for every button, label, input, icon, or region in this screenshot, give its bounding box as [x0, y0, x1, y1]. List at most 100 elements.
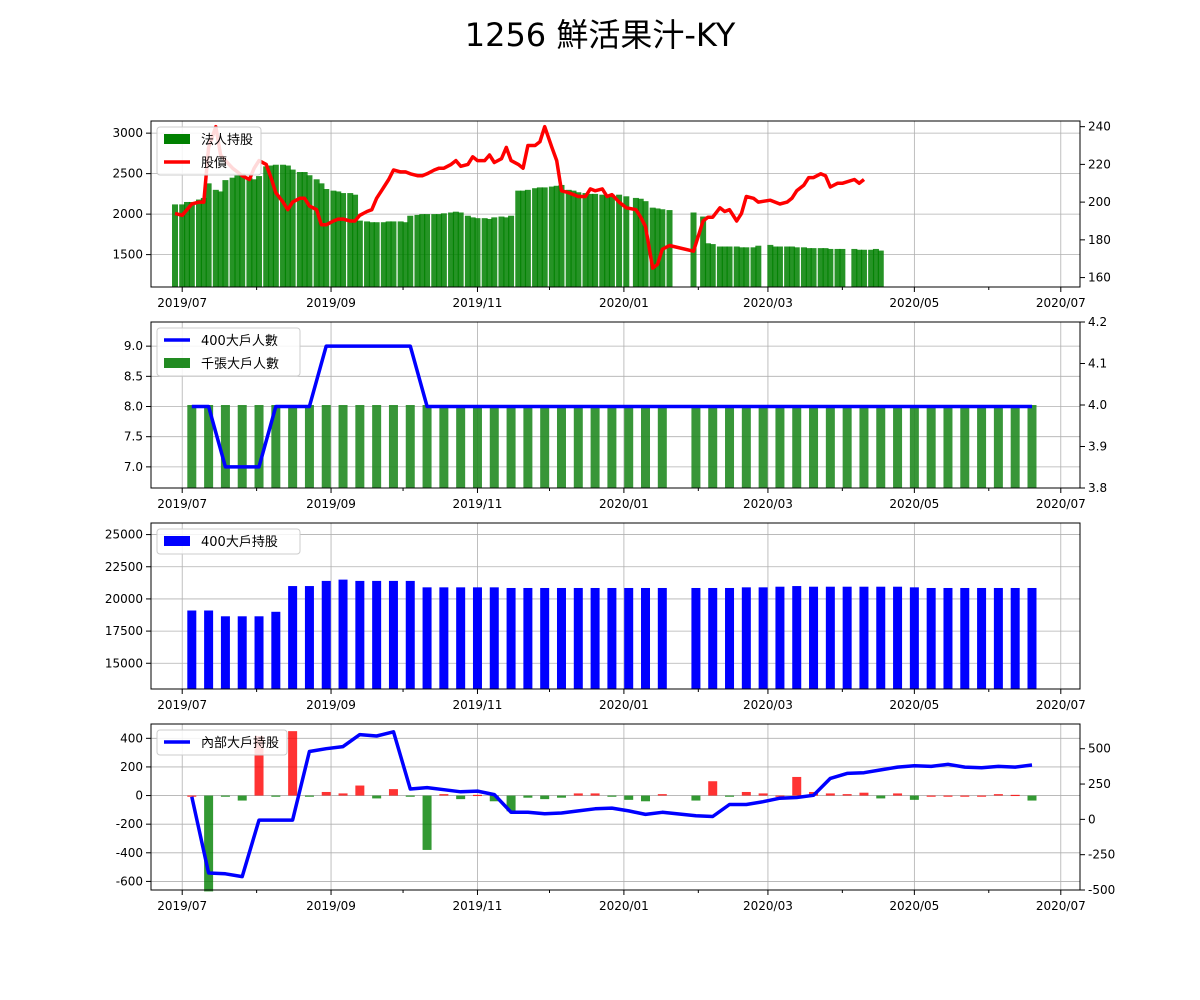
bar: [254, 736, 264, 796]
bar: [960, 795, 970, 797]
bar: [1027, 405, 1037, 488]
bar: [439, 794, 449, 796]
y2-tick-label: 240: [1088, 120, 1111, 134]
bar: [524, 189, 531, 287]
bar: [506, 587, 516, 689]
bar: [741, 587, 751, 689]
bar: [641, 405, 651, 488]
bar: [436, 214, 443, 287]
bar: [321, 791, 331, 796]
panel-400-holdings: 2019/07 2019/09 2019/11 2020/01 2020/03 2020/…: [105, 522, 1086, 712]
bar: [590, 587, 600, 689]
plot-frame: [150, 120, 1081, 288]
bar: [872, 248, 879, 287]
bar: [721, 246, 728, 287]
bar: [868, 249, 875, 287]
y-tick-label: 3000: [112, 126, 143, 140]
bar: [179, 204, 186, 287]
bar: [422, 405, 432, 488]
bar: [704, 243, 711, 287]
bar: [323, 189, 330, 287]
bar: [624, 795, 634, 800]
bar: [419, 214, 426, 287]
price-line: [174, 124, 866, 270]
bar: [616, 194, 623, 287]
bar-series: [187, 731, 1037, 892]
bar: [960, 587, 970, 689]
bar: [649, 207, 656, 287]
x-tick-label: 2019/09: [306, 497, 356, 511]
bar: [385, 221, 392, 287]
bar: [654, 208, 661, 287]
bar: [810, 248, 817, 287]
x-tick-label: 2019/07: [157, 899, 207, 913]
x-tick-label: 2020/01: [599, 497, 649, 511]
bar: [338, 405, 348, 488]
bar: [926, 405, 936, 488]
bar: [541, 187, 548, 287]
bar: [556, 795, 566, 798]
bar: [725, 795, 735, 797]
bar: [565, 189, 572, 287]
bar: [472, 794, 482, 797]
bar: [439, 587, 449, 689]
bar: [556, 587, 566, 689]
bar: [733, 246, 740, 287]
bar: [388, 580, 398, 689]
x-tick-label: 2019/07: [157, 296, 207, 310]
bar: [809, 405, 819, 488]
x-tick-label: 2020/03: [743, 497, 793, 511]
bar: [623, 196, 630, 287]
bar: [553, 185, 560, 287]
bar: [405, 795, 415, 797]
bar: [540, 795, 550, 800]
y-tick-label: 0: [135, 789, 143, 803]
plot-frame: [150, 723, 1081, 891]
bar: [188, 201, 195, 287]
bar: [356, 220, 363, 287]
bar: [793, 247, 800, 287]
bar: [750, 247, 757, 287]
bar: [520, 190, 527, 287]
y2-tick-label: 200: [1088, 195, 1111, 209]
bar: [592, 193, 599, 287]
bar: [469, 217, 476, 287]
bar: [708, 587, 718, 689]
bar: [289, 169, 296, 287]
bar: [448, 212, 455, 287]
y-tick-label: 7.5: [124, 430, 143, 444]
bar: [993, 587, 1003, 689]
bar: [489, 587, 499, 689]
bar: [456, 795, 466, 800]
bar: [456, 405, 466, 488]
bar-series: [187, 405, 1037, 488]
bar: [372, 580, 382, 689]
legend-label: 內部大戶持股: [201, 736, 279, 751]
legend-swatch-bar: [164, 358, 190, 368]
x-tick-label: 2020/05: [889, 698, 939, 712]
bar: [700, 216, 707, 287]
y2-tick-label: -500: [1088, 883, 1115, 897]
bar: [822, 248, 829, 287]
bar: [271, 795, 281, 797]
bar: [268, 165, 275, 287]
legend-swatch-bar: [164, 536, 190, 546]
bar: [743, 247, 750, 287]
bar: [805, 248, 812, 287]
bar: [440, 213, 447, 287]
bar: [788, 246, 795, 287]
bar: [172, 204, 179, 287]
bar: [472, 405, 482, 488]
y-tick-label: 7.0: [124, 460, 143, 474]
bar: [657, 794, 667, 796]
bar: [335, 191, 342, 287]
y-tick-label: 8.5: [124, 369, 143, 383]
bar: [474, 218, 481, 287]
bar: [296, 172, 303, 287]
bar: [452, 211, 459, 287]
bar: [960, 405, 970, 488]
bar: [691, 405, 701, 488]
bar: [775, 405, 785, 488]
